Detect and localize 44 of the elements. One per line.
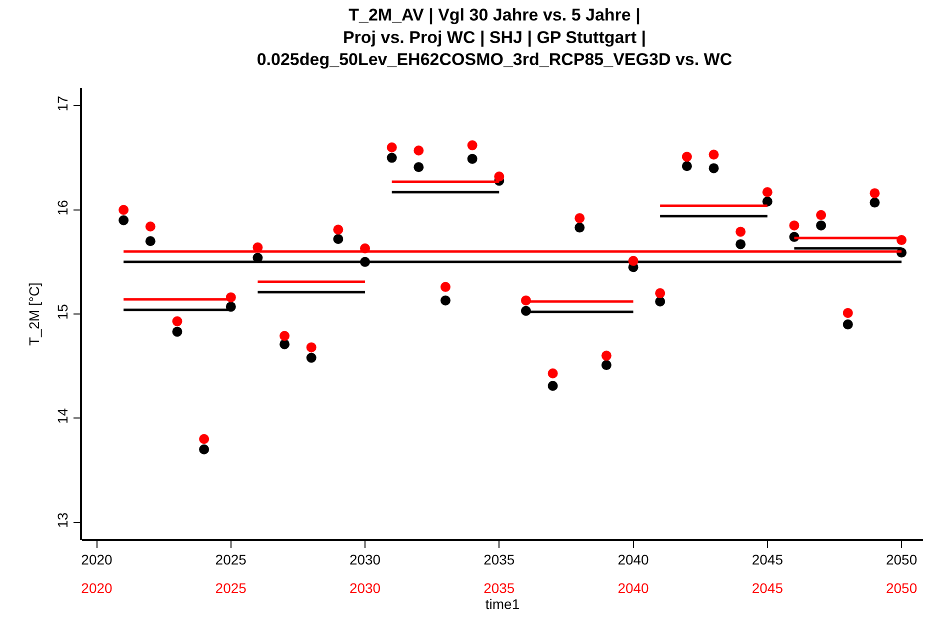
x-tick-label: 2020 xyxy=(81,552,113,568)
x2-tick-label: 2045 xyxy=(752,580,784,596)
x2-tick-label: 2035 xyxy=(484,580,515,596)
point xyxy=(199,444,210,454)
y-tick-label: 17 xyxy=(54,96,71,112)
point xyxy=(870,198,880,208)
x-tick-label: 2040 xyxy=(618,552,650,568)
x2-tick-label: 2020 xyxy=(81,580,113,596)
point xyxy=(601,360,612,370)
x-tick-label: 2050 xyxy=(886,552,918,568)
point xyxy=(655,296,666,306)
x-tick-label: 2030 xyxy=(349,552,381,568)
x-tick-label: 2035 xyxy=(484,552,515,568)
point xyxy=(762,196,772,207)
point xyxy=(574,222,585,233)
point xyxy=(816,220,826,230)
point xyxy=(414,162,424,172)
y-tick-label: 15 xyxy=(54,304,71,320)
y-tick-label: 16 xyxy=(54,200,71,216)
chart-title: T_2M_AV | Vgl 30 Jahre vs. 5 Jahre | Proj vs. Proj WC | SHJ | GP Stuttgart | 0.025deg_50Lev_EH62COSMO_3rd_RCP85_VEG3D vs. WC xyxy=(256,6,732,69)
x-tick-label: 2045 xyxy=(752,552,784,568)
point xyxy=(280,339,290,350)
point xyxy=(172,326,182,337)
x2-tick-label: 2050 xyxy=(886,580,918,596)
y-axis-title: T_2M [°C] xyxy=(26,282,42,346)
point xyxy=(708,163,719,174)
point xyxy=(306,352,316,363)
y-tick-label: 14 xyxy=(54,408,71,424)
point xyxy=(440,295,450,306)
point xyxy=(548,380,558,391)
x2-tick-label: 2030 xyxy=(349,580,381,596)
point xyxy=(145,236,156,246)
x2-tick-label: 2025 xyxy=(215,580,247,596)
x2-tick-label: 2040 xyxy=(618,580,650,596)
point xyxy=(333,234,344,244)
x-axis-title: time1 xyxy=(485,596,520,612)
y-tick-label: 13 xyxy=(54,512,71,528)
point xyxy=(467,154,478,164)
point xyxy=(118,215,129,226)
x-tick-label: 2025 xyxy=(215,552,247,568)
point xyxy=(682,161,692,172)
point xyxy=(842,319,853,330)
point xyxy=(736,239,746,250)
point xyxy=(386,152,397,163)
